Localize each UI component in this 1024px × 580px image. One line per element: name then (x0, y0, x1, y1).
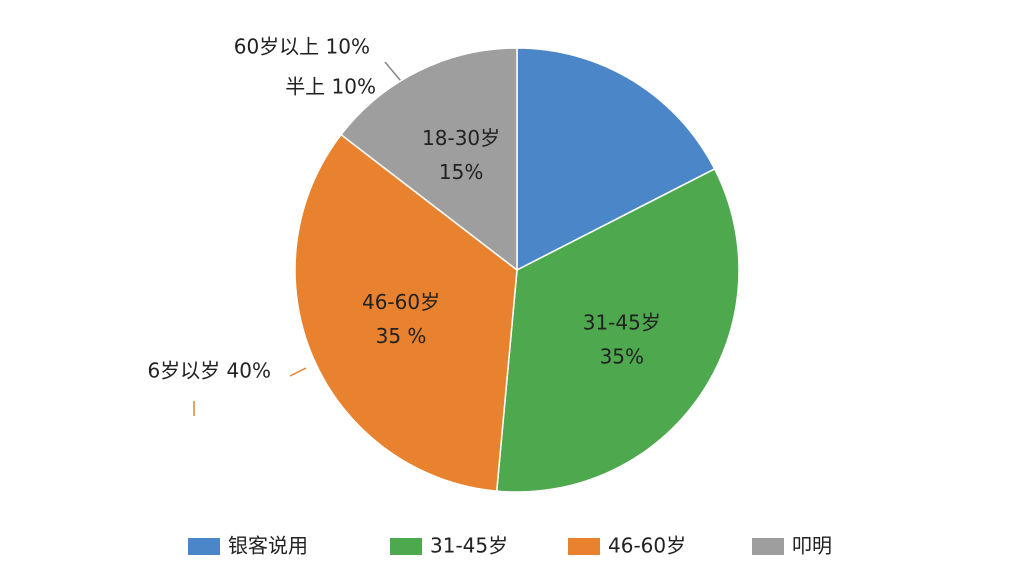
legend-label: 31-45岁 (430, 534, 508, 558)
annotation: 半上 10% (285, 75, 376, 99)
pie-slice (339, 47, 518, 272)
slice-value-label: 15% (439, 160, 483, 184)
annotation: 6岁以岁 40% (147, 359, 271, 383)
legend-label: 银客说用 (228, 534, 308, 558)
annotation: 60岁以上 10% (234, 35, 370, 59)
legend-label: 46-60岁 (608, 534, 686, 558)
pie-slice (516, 47, 716, 272)
pie-slice (294, 133, 518, 492)
slice-value-label: 35 % (376, 324, 427, 348)
legend-swatch (390, 538, 422, 555)
slice-value-label: 35% (600, 344, 644, 368)
slice-name: 31-45岁 (583, 310, 661, 334)
legend-swatch (752, 538, 784, 555)
slice-name: 46-60岁 (362, 290, 440, 314)
legend-swatch (188, 538, 220, 555)
slice-name: 18-30岁 (422, 126, 500, 150)
pie-slice (495, 167, 740, 493)
legend-label: 叩明 (792, 534, 832, 558)
leader-line (289, 367, 307, 377)
legend-swatch (568, 538, 600, 555)
